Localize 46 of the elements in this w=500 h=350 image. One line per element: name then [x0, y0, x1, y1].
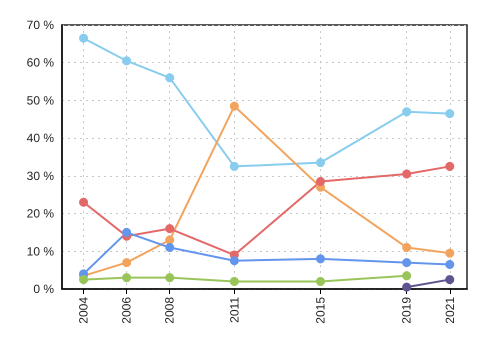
x-tick-label: 2021 [442, 296, 457, 324]
point [230, 102, 239, 111]
point [122, 273, 132, 282]
x-tick-label: 2008 [162, 296, 177, 324]
point [230, 162, 239, 171]
point [402, 169, 412, 178]
point [445, 109, 454, 118]
point [445, 275, 454, 284]
point [122, 258, 132, 268]
x-tick-label: 2015 [314, 296, 328, 324]
y-tick-label: 10 % [26, 244, 54, 258]
point [165, 243, 174, 252]
x-tick-label: 2006 [120, 296, 134, 324]
x-tick-label: 2011 [227, 296, 242, 323]
point [165, 273, 174, 282]
point [316, 177, 326, 186]
point [165, 73, 174, 82]
y-tick-label: 0 % [33, 282, 54, 296]
point [445, 162, 454, 171]
point [402, 282, 412, 292]
point [165, 235, 174, 244]
point [402, 243, 412, 252]
point [402, 258, 412, 268]
y-tick-label: 30 % [26, 168, 54, 183]
point [122, 228, 132, 237]
point [79, 34, 88, 43]
point [79, 198, 88, 207]
point [316, 254, 326, 264]
point [316, 158, 326, 168]
point [402, 271, 412, 280]
point [445, 260, 454, 269]
point [165, 224, 174, 234]
y-tick-label: 20 % [26, 206, 54, 221]
point [230, 256, 239, 266]
y-tick-label: 50 % [26, 93, 54, 108]
point [445, 248, 454, 258]
point [402, 107, 412, 116]
y-tick-label: 40 % [26, 131, 54, 146]
point [122, 56, 132, 66]
point [230, 276, 239, 286]
point [79, 275, 88, 284]
point [316, 276, 326, 286]
x-tick-label: 2019 [400, 296, 414, 324]
y-tick-label: 70 % [26, 18, 54, 32]
x-tick-label: 2004 [76, 296, 91, 324]
y-tick-label: 60 % [26, 56, 54, 70]
